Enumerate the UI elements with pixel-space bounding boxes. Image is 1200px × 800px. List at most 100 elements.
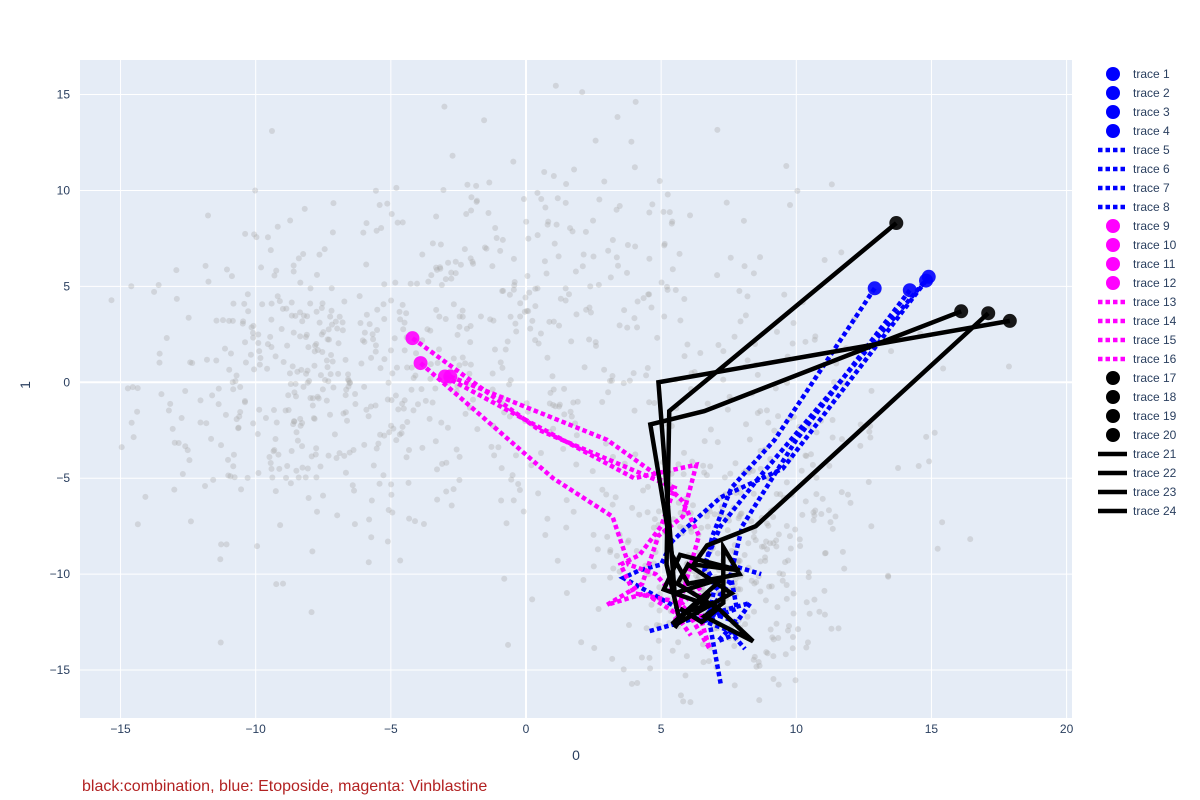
background-point xyxy=(142,493,149,500)
background-point xyxy=(311,415,318,422)
legend-item-20[interactable]: trace 20 xyxy=(1106,428,1177,442)
background-point xyxy=(372,342,379,349)
legend-item-13[interactable]: trace 13 xyxy=(1098,295,1177,309)
x-tick-label: 0 xyxy=(523,722,530,736)
background-point xyxy=(467,322,474,329)
legend-item-12[interactable]: trace 12 xyxy=(1106,276,1177,290)
background-point xyxy=(396,431,403,438)
background-point xyxy=(765,522,772,529)
background-point xyxy=(570,508,577,515)
legend-label: trace 24 xyxy=(1133,504,1177,518)
background-point xyxy=(330,200,337,207)
background-point xyxy=(813,429,820,436)
legend-item-4[interactable]: trace 4 xyxy=(1106,124,1170,138)
legend-label: trace 19 xyxy=(1133,409,1177,423)
legend-item-11[interactable]: trace 11 xyxy=(1106,257,1176,271)
background-point xyxy=(450,301,457,308)
background-point xyxy=(240,318,247,325)
legend-item-24[interactable]: trace 24 xyxy=(1098,504,1177,518)
legend-label: trace 3 xyxy=(1133,105,1170,119)
background-point xyxy=(310,395,317,402)
background-point xyxy=(656,178,663,185)
background-point xyxy=(749,467,756,474)
background-point xyxy=(767,540,774,547)
trace-marker-19 xyxy=(954,304,969,319)
background-point xyxy=(388,211,395,218)
legend-item-14[interactable]: trace 14 xyxy=(1098,314,1177,328)
background-point xyxy=(351,521,358,528)
legend-item-23[interactable]: trace 23 xyxy=(1098,485,1177,499)
background-point xyxy=(366,516,373,523)
background-point xyxy=(320,492,327,499)
background-point xyxy=(167,400,174,407)
legend-item-2[interactable]: trace 2 xyxy=(1106,86,1170,100)
legend-item-15[interactable]: trace 15 xyxy=(1098,333,1177,347)
trace-lines xyxy=(411,221,1011,684)
legend-item-22[interactable]: trace 22 xyxy=(1098,466,1177,480)
legend-item-16[interactable]: trace 16 xyxy=(1098,352,1177,366)
background-point xyxy=(567,408,574,415)
legend-label: trace 21 xyxy=(1133,447,1177,461)
background-point xyxy=(740,217,747,224)
background-point xyxy=(811,336,818,343)
background-point xyxy=(335,340,342,347)
legend-item-3[interactable]: trace 3 xyxy=(1106,105,1170,119)
legend-symbol xyxy=(1106,67,1120,81)
background-point xyxy=(743,421,750,428)
legend-item-7[interactable]: trace 7 xyxy=(1098,181,1170,195)
background-point xyxy=(349,482,356,489)
background-point xyxy=(252,187,259,194)
background-point xyxy=(523,218,530,225)
background-point xyxy=(565,291,572,298)
background-point xyxy=(388,422,395,429)
background-point xyxy=(297,309,304,316)
background-point xyxy=(459,313,466,320)
background-point xyxy=(610,565,617,572)
background-point xyxy=(750,534,757,541)
background-point xyxy=(677,317,684,324)
background-point xyxy=(226,366,233,373)
background-point xyxy=(721,474,728,481)
legend-item-6[interactable]: trace 6 xyxy=(1098,162,1170,176)
background-point xyxy=(737,489,744,496)
background-point xyxy=(579,263,586,270)
background-point xyxy=(340,410,347,417)
background-point xyxy=(700,641,707,648)
background-point xyxy=(205,278,212,285)
legend-symbol xyxy=(1106,428,1120,442)
legend-item-19[interactable]: trace 19 xyxy=(1106,409,1177,423)
legend-item-17[interactable]: trace 17 xyxy=(1106,371,1177,385)
background-point xyxy=(304,313,311,320)
legend-item-1[interactable]: trace 1 xyxy=(1106,67,1170,81)
background-point xyxy=(648,304,655,311)
legend-item-8[interactable]: trace 8 xyxy=(1098,200,1170,214)
background-point xyxy=(187,359,194,366)
background-point xyxy=(373,445,380,452)
background-point xyxy=(499,236,506,243)
background-point xyxy=(535,340,542,347)
background-point xyxy=(218,442,225,449)
background-point xyxy=(629,504,636,511)
legend-item-10[interactable]: trace 10 xyxy=(1106,238,1177,252)
trace-line-23 xyxy=(647,309,962,644)
legend-item-5[interactable]: trace 5 xyxy=(1098,143,1170,157)
background-point xyxy=(420,521,427,528)
trace-line-6 xyxy=(701,287,877,684)
background-point xyxy=(720,376,727,383)
background-point xyxy=(346,449,353,456)
background-point xyxy=(794,187,801,194)
background-point xyxy=(770,514,777,521)
background-point xyxy=(745,540,752,547)
legend-item-21[interactable]: trace 21 xyxy=(1098,447,1177,461)
background-point xyxy=(276,298,283,305)
background-point xyxy=(346,380,353,387)
legend-item-9[interactable]: trace 9 xyxy=(1106,219,1170,233)
background-point xyxy=(620,380,627,387)
background-point xyxy=(580,576,587,583)
background-point xyxy=(388,481,395,488)
legend-item-18[interactable]: trace 18 xyxy=(1106,390,1177,404)
background-point xyxy=(134,408,141,415)
background-point xyxy=(356,293,363,300)
background-point xyxy=(661,240,668,247)
background-point xyxy=(434,466,441,473)
